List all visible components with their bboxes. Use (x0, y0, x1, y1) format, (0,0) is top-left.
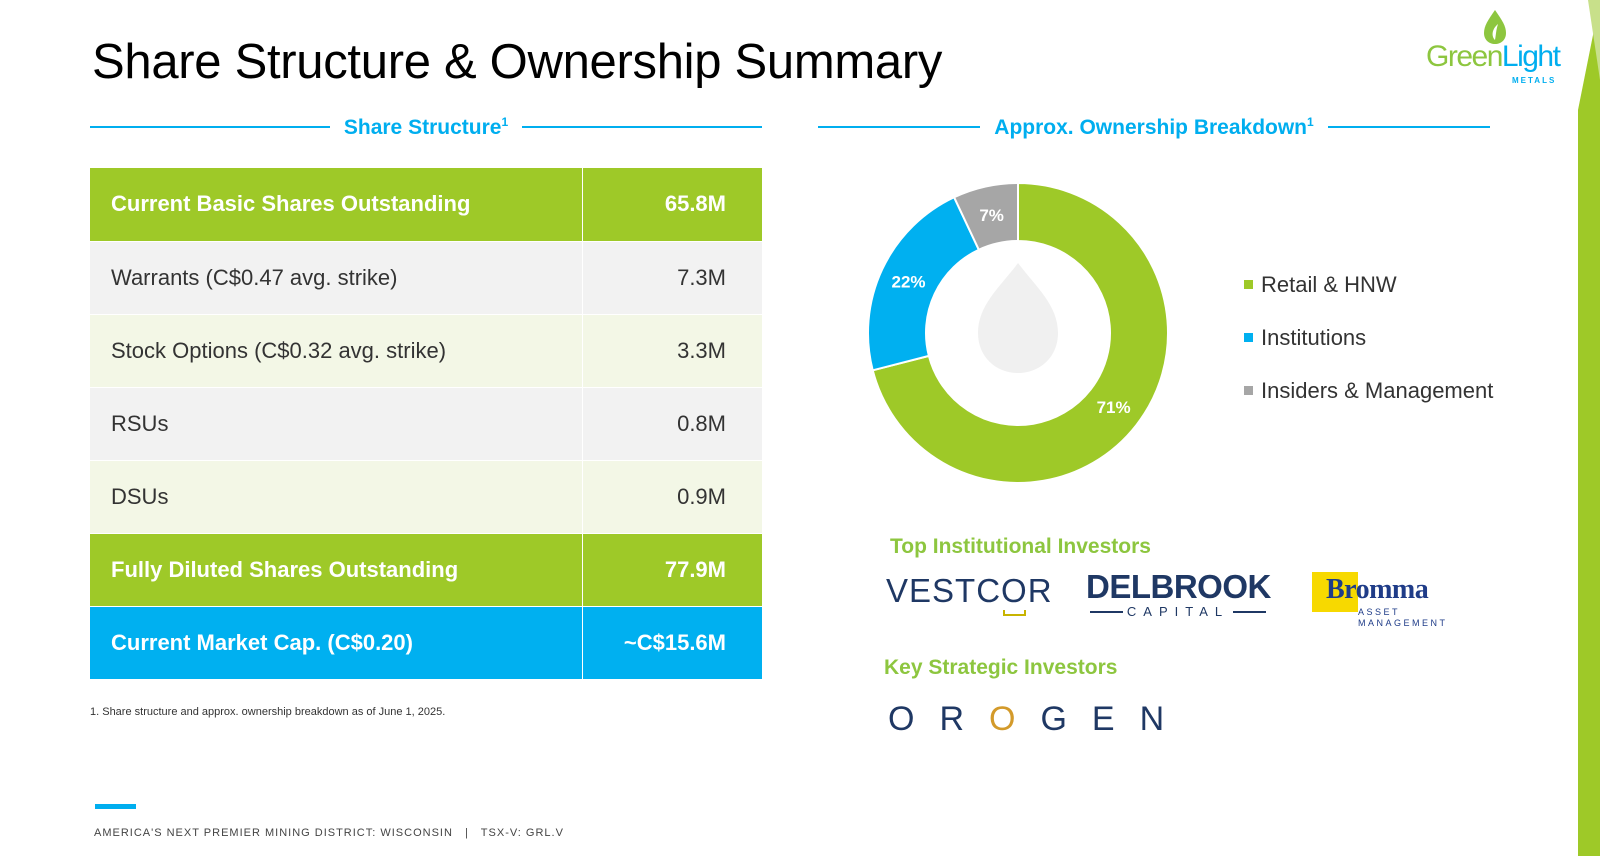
heading-rule-right (522, 126, 762, 128)
row-label: Current Market Cap. (C$0.20) (90, 606, 582, 680)
footer-tagline: AMERICA'S NEXT PREMIER MINING DISTRICT: … (94, 827, 453, 839)
bromma-sub-line2: MANAGEMENT (1358, 618, 1448, 628)
donut-slice-1 (867, 195, 981, 372)
footnote: 1. Share structure and approx. ownership… (90, 706, 446, 718)
table-row: DSUs 0.9M (90, 460, 762, 534)
bromma-logo: Bromma ASSET MANAGEMENT (1312, 570, 1456, 630)
footer: AMERICA'S NEXT PREMIER MINING DISTRICT: … (94, 827, 564, 839)
footnote-marker: 1 (1307, 114, 1314, 129)
bromma-subtitle: ASSET MANAGEMENT (1358, 607, 1448, 629)
row-label: Warrants (C$0.47 avg. strike) (90, 241, 582, 315)
slice-data-label: 71% (1097, 398, 1131, 417)
row-label: Current Basic Shares Outstanding (90, 168, 582, 242)
row-value: 3.3M (581, 314, 762, 388)
vestcor-logo: VESTCOR (886, 572, 1053, 616)
legend-label: Insiders & Management (1261, 377, 1494, 403)
legend-item: Insiders & Management (1244, 364, 1493, 417)
orogen-text-o: O (989, 700, 1041, 738)
watermark-drop-icon (978, 263, 1058, 373)
footnote-marker: 1 (501, 114, 509, 129)
row-label: DSUs (90, 460, 582, 534)
heading-rule-left (818, 126, 981, 128)
ownership-donut-chart: 71% 22% 7% (867, 181, 1169, 484)
row-value: ~C$15.6M (581, 606, 762, 680)
row-value: 0.8M (581, 387, 762, 461)
edge-accent-bar (1578, 0, 1600, 856)
bromma-sub-line1: ASSET (1358, 607, 1401, 617)
legend-swatch (1244, 386, 1253, 395)
row-label: Fully Diluted Shares Outstanding (90, 533, 582, 607)
delbrook-capital-logo: DELBROOK CAPITAL (1086, 568, 1271, 620)
row-value: 65.8M (581, 168, 762, 242)
footer-accent (95, 804, 136, 809)
slice-data-label: 7% (979, 206, 1004, 225)
heading-rule-right (1327, 126, 1490, 128)
orogen-text-b: GEN (1040, 700, 1190, 738)
row-value: 0.9M (581, 460, 762, 534)
share-structure-title: Share Structure (343, 115, 502, 139)
donut-slice-0 (871, 181, 1169, 484)
logo-word-green: Green (1426, 40, 1503, 73)
row-value: 77.9M (581, 533, 762, 607)
row-value: 7.3M (581, 241, 762, 315)
legend-label: Retail & HNW (1261, 271, 1397, 297)
institutional-investors-heading: Top Institutional Investors (890, 535, 1151, 558)
table-row: Current Basic Shares Outstanding 65.8M (90, 168, 762, 242)
row-label: Stock Options (C$0.32 avg. strike) (90, 314, 582, 388)
ownership-heading: Approx. Ownership Breakdown1 (818, 112, 1490, 142)
legend-swatch (1244, 280, 1253, 289)
company-logo: GreenLight METALS (1426, 8, 1586, 90)
chart-legend: Retail & HNW Institutions Insiders & Manag… (1244, 258, 1493, 417)
strategic-investors-heading: Key Strategic Investors (884, 656, 1118, 679)
slice-data-label: 22% (892, 272, 926, 291)
bromma-yellow-box (1312, 572, 1358, 612)
table-row: Fully Diluted Shares Outstanding 77.9M (90, 533, 762, 607)
legend-swatch (1244, 333, 1253, 342)
leaf-drop-icon (1484, 10, 1506, 44)
share-structure-heading: Share Structure1 (90, 112, 762, 142)
bromma-wordmark: Bromma (1326, 574, 1429, 605)
delbrook-subtitle: CAPITAL (1086, 604, 1270, 619)
footer-ticker: TSX-V: GRL.V (480, 827, 564, 839)
row-label: RSUs (90, 387, 582, 461)
logo-word-blue: Light (1501, 40, 1561, 73)
table-row: Stock Options (C$0.32 avg. strike) 3.3M (90, 314, 762, 388)
delbrook-wordmark: DELBROOK (1086, 568, 1271, 605)
legend-item: Retail & HNW (1244, 258, 1493, 311)
share-structure-table: Current Basic Shares Outstanding 65.8M War… (90, 168, 762, 680)
footer-separator: | (464, 827, 469, 839)
table-row: Current Market Cap. (C$0.20) ~C$15.6M (90, 606, 762, 680)
page-title: Share Structure & Ownership Summary (92, 35, 943, 89)
table-row: Warrants (C$0.47 avg. strike) 7.3M (90, 241, 762, 315)
orogen-logo: OROGEN (888, 700, 1189, 739)
logo-subtitle: METALS (1512, 76, 1557, 85)
donut-slice-2 (952, 181, 1019, 252)
table-row: RSUs 0.8M (90, 387, 762, 461)
vestcor-text-a: VESTC (886, 572, 1002, 609)
vestcor-text-o: O (1001, 572, 1028, 616)
legend-item: Institutions (1244, 311, 1493, 364)
orogen-text-a: OR (888, 700, 989, 738)
vestcor-text-b: R (1027, 572, 1053, 609)
heading-rule-left (90, 126, 330, 128)
legend-label: Institutions (1261, 324, 1367, 350)
ownership-title: Approx. Ownership Breakdown (994, 115, 1308, 139)
